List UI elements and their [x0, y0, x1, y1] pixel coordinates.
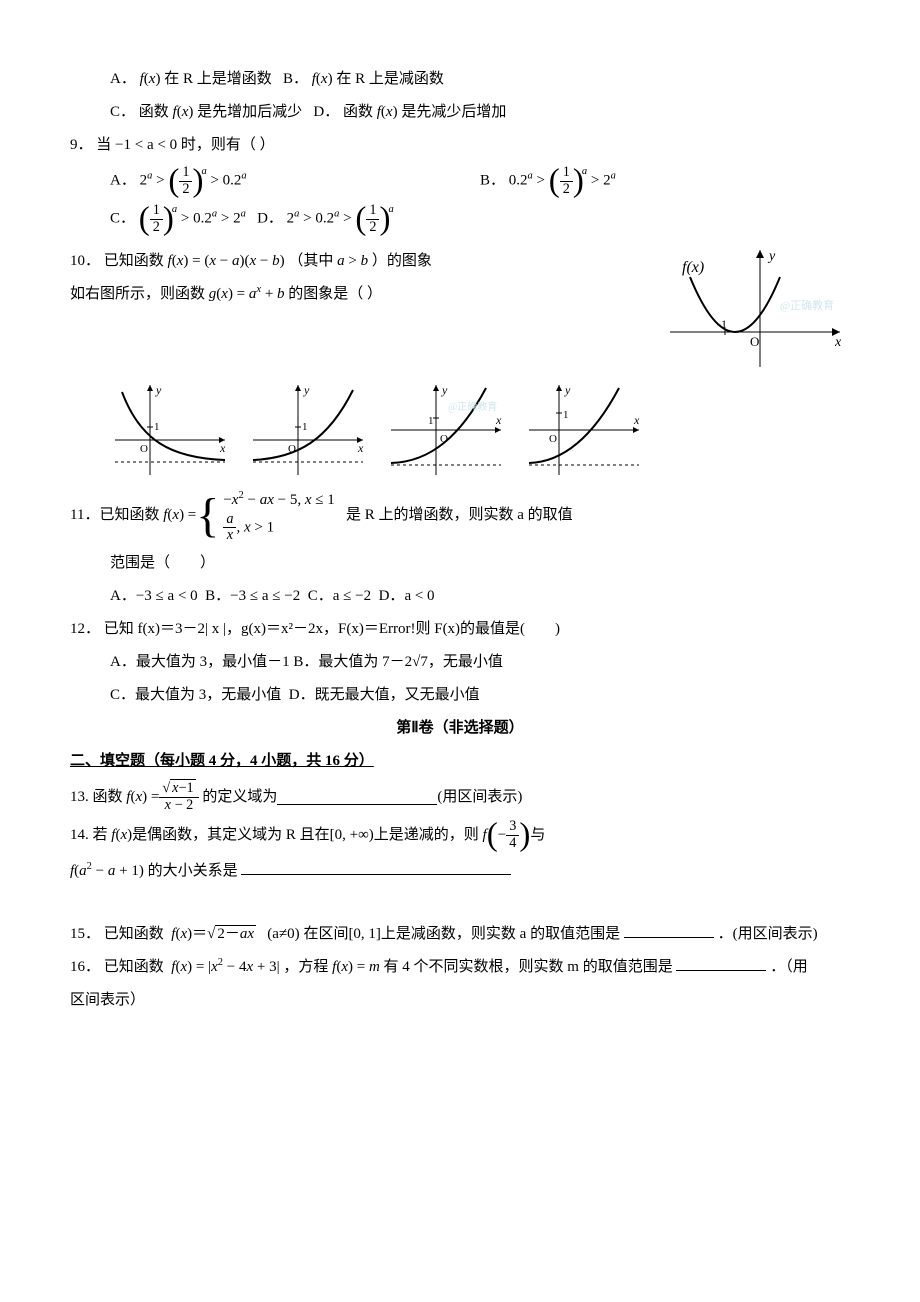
q11-opts: A．−3 ≤ a < 0 B．−3 ≤ a ≤ −2 C．a ≤ −2 D．a …: [70, 583, 850, 610]
q10-answer-figures: y x O 1 y x O 1 y x O 1 @正确教育 y x O: [110, 380, 850, 480]
q16-num: 16．: [70, 959, 100, 975]
q16-blank: [676, 956, 766, 971]
q10-figA: y x O 1: [110, 380, 230, 480]
q11-stem-line2: 范围是（ ）: [70, 550, 850, 577]
svg-text:-1: -1: [717, 317, 727, 331]
svg-text:1: 1: [302, 421, 308, 433]
q14-num: 14.: [70, 822, 89, 849]
q10-num: 10．: [70, 253, 100, 269]
q9-stem: 9． 当 −1 < a < 0 时，则有（ ）: [70, 132, 850, 159]
section2-title: 第Ⅱ卷（非选择题）: [70, 715, 850, 742]
svg-text:x: x: [633, 413, 640, 427]
svg-text:@正确教育: @正确教育: [448, 400, 497, 413]
opt8A: 在 R 上是增函数: [164, 71, 272, 87]
opt-A-prefix: A．: [110, 71, 136, 87]
opt-D-prefix: D．: [313, 104, 339, 120]
q14-line1: 14. 若 f(x) 是偶函数，其定义域为 R 且在 [0, +∞) 上是递减的…: [70, 819, 850, 851]
svg-text:f(x): f(x): [682, 259, 704, 276]
q12-num: 12．: [70, 621, 100, 637]
q10-ref-figure: f(x) y x O -1 @正确教育: [660, 242, 850, 372]
q15-num: 15．: [70, 926, 100, 942]
section2-heading: 二、填空题（每小题 4 分，4 小题，共 16 分）: [70, 748, 850, 775]
q13: 13. 函数 f(x) = √x−1 x − 2 的定义域为 (用区间表示): [70, 781, 850, 813]
q15-blank: [624, 923, 714, 938]
opt-C-prefix: C．: [110, 104, 135, 120]
svg-text:@正确教育: @正确教育: [780, 298, 834, 312]
svg-text:1: 1: [563, 409, 569, 421]
svg-text:y: y: [564, 383, 571, 397]
svg-text:O: O: [549, 433, 557, 445]
q9-opts-row2: C． (12)a > 0.2a > 2a D． 2a > 0.2a > (12)…: [70, 203, 850, 235]
q16-line2: 区间表示）: [70, 987, 850, 1014]
q9-optA: A． 2a > (12)a > 0.2a: [110, 165, 480, 197]
q9-num: 9．: [70, 137, 93, 153]
svg-text:1: 1: [428, 415, 434, 427]
svg-text:x: x: [357, 441, 364, 455]
q13-num: 13.: [70, 784, 89, 811]
svg-text:y: y: [441, 383, 448, 397]
opt-B-prefix: B．: [283, 71, 308, 87]
opt8B: 在 R 上是减函数: [336, 71, 444, 87]
svg-text:x: x: [495, 413, 502, 427]
q14-line2: f(a2 − a + 1) 的大小关系是: [70, 858, 850, 885]
q9-opts-row1: A． 2a > (12)a > 0.2a B． 0.2a > (12)a > 2…: [70, 165, 850, 197]
q10-stem-line2: 如右图所示，则函数 g(x) = ax + b 的图象是（ ）: [70, 281, 660, 308]
q16-line1: 16． 已知函数 f(x) = |x2 − 4x + 3| ，方程 f(x) =…: [70, 954, 850, 981]
q12-opts-line1: A．最大值为 3，最小值－1 B．最大值为 7－2√7，无最小值: [70, 649, 850, 676]
q9-optB: B． 0.2a > (12)a > 2a: [480, 165, 850, 197]
svg-text:1: 1: [154, 421, 160, 433]
q11-num: 11．: [70, 502, 99, 529]
q15: 15． 已知函数 f(x)＝√2－ax (a≠0) 在区间[0, 1]上是减函数…: [70, 921, 850, 948]
q13-blank: [277, 790, 437, 805]
svg-text:y: y: [155, 383, 162, 397]
q12-opts-line2: C．最大值为 3，无最小值 D．既无最大值，又无最小值: [70, 682, 850, 709]
svg-text:y: y: [767, 249, 776, 264]
q12-stem: 12． 已知 f(x)＝3－2| x |，g(x)＝x²－2x，F(x)＝Err…: [70, 616, 850, 643]
svg-text:x: x: [219, 441, 226, 455]
q10-figD: y x O 1: [524, 380, 644, 480]
q11-stem: 11． 已知函数 f(x) = { −x2 − ax − 5, x ≤ 1 ax…: [70, 488, 850, 544]
svg-text:x: x: [834, 335, 842, 350]
opt8C: 是先增加后减少: [197, 104, 302, 120]
svg-text:O: O: [750, 334, 759, 349]
opt8D: 是先减少后增加: [401, 104, 506, 120]
q8-option-line1: A． f(x) 在 R 上是增函数 B． f(x) 在 R 上是减函数: [70, 66, 850, 93]
q8-option-line2: C． 函数 f(x) 是先增加后减少 D． 函数 f(x) 是先减少后增加: [70, 99, 850, 126]
q10-figC: y x O 1 @正确教育: [386, 380, 506, 480]
svg-text:O: O: [140, 443, 148, 455]
q10-figB: y x O 1: [248, 380, 368, 480]
q10-stem-line1: 10． 已知函数 f(x) = (x − a)(x − b) （其中 a > b…: [70, 248, 660, 275]
q14-blank: [241, 860, 511, 875]
svg-text:y: y: [303, 383, 310, 397]
